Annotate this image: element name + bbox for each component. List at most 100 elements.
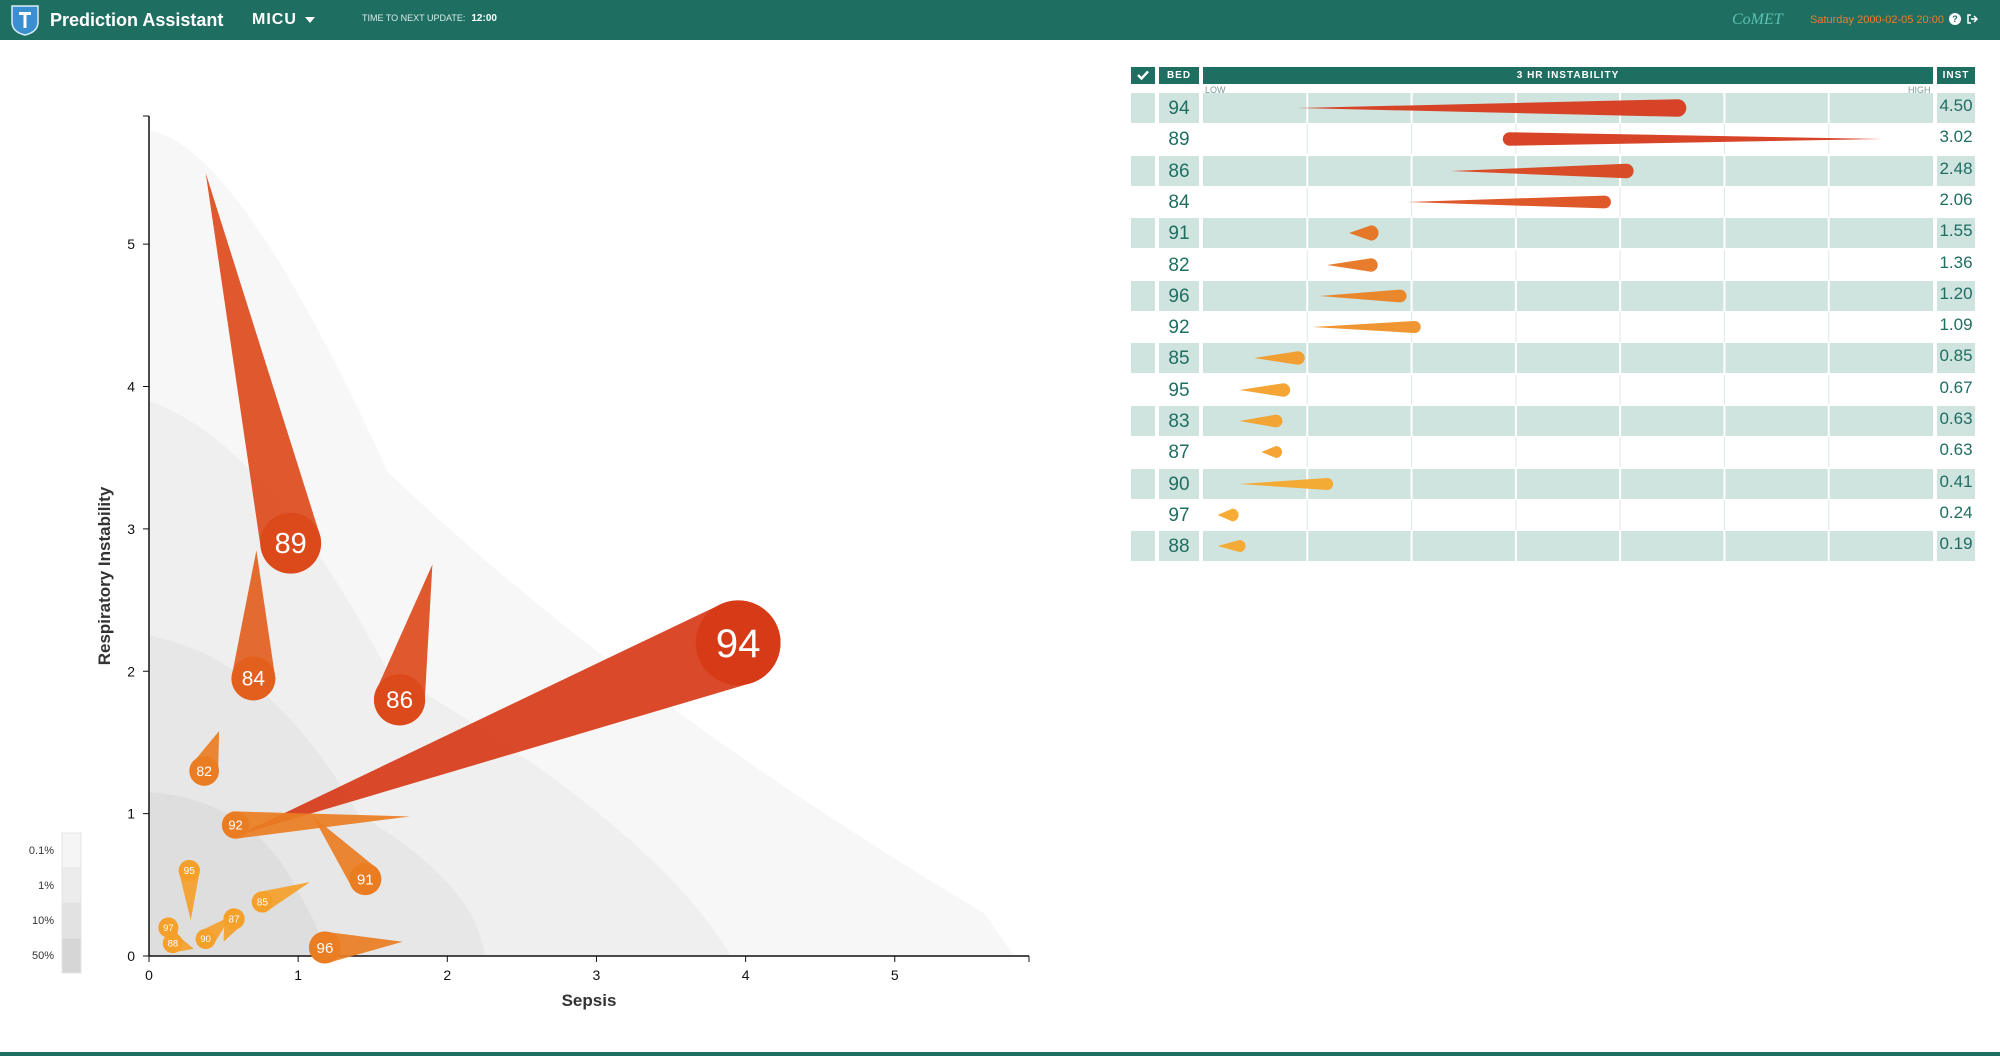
inst-value: 0.67 — [1939, 377, 1973, 397]
trail-head — [231, 656, 276, 701]
table-row[interactable]: 88 0.19 — [1131, 531, 1975, 562]
table-row[interactable]: 97 0.24 — [1131, 499, 1975, 530]
help-icon[interactable]: ? — [1949, 13, 1961, 25]
bed-number: 86 — [1159, 155, 1199, 186]
bed-trail-96[interactable]: 96 — [308, 931, 403, 964]
inst-value: 3.02 — [1939, 127, 1973, 147]
select-all-checkbox[interactable] — [1131, 67, 1155, 84]
bed-label: 86 — [386, 687, 413, 714]
inst-value: 0.24 — [1939, 502, 1973, 522]
bottom-border — [0, 1052, 2000, 1056]
table-row[interactable]: 87 0.63 — [1131, 437, 1975, 468]
table-row[interactable]: 95 0.67 — [1131, 374, 1975, 405]
bed-number: 97 — [1168, 504, 1190, 526]
table-row[interactable]: 90 0.41 — [1131, 468, 1975, 499]
bed-trail-92[interactable]: 92 — [221, 811, 411, 839]
instability-trail — [1217, 499, 1830, 530]
bed-number: 91 — [1159, 218, 1199, 249]
instability-trail — [1306, 124, 1882, 155]
row-checkbox[interactable] — [1131, 406, 1155, 436]
instability-trail — [1217, 531, 1830, 562]
bed-number: 88 — [1159, 531, 1199, 562]
instability-trail-cell — [1203, 531, 1933, 562]
table-row[interactable]: 83 0.63 — [1131, 406, 1975, 436]
table-row[interactable]: 89 3.02 — [1131, 124, 1975, 155]
row-checkbox[interactable] — [1131, 312, 1155, 342]
bed-trail-82[interactable]: 82 — [189, 731, 220, 786]
row-checkbox[interactable] — [1131, 187, 1155, 217]
row-checkbox[interactable] — [1131, 343, 1155, 374]
low-label: LOW — [1205, 85, 1226, 95]
instability-plot: 0 1 2 3 4 5 0 1 2 3 4 5 Sepsis Respiratory Instabilit… — [29, 115, 1030, 1010]
table-row[interactable]: 82 1.36 — [1131, 249, 1975, 280]
high-label: HIGH — [1908, 85, 1931, 95]
chevron-down-icon — [304, 16, 315, 23]
inst-value: 1.55 — [1937, 218, 1975, 249]
row-checkbox[interactable] — [1131, 500, 1155, 530]
table-row[interactable]: 94 4.50 — [1131, 93, 1975, 123]
table-row[interactable]: 85 0.85 — [1131, 343, 1975, 374]
instability-trail-cell — [1203, 186, 1933, 217]
logout-icon[interactable] — [1966, 13, 1978, 25]
row-checkbox[interactable] — [1131, 375, 1155, 405]
bed-trail-89[interactable]: 89 — [205, 172, 322, 574]
bed-trail-84[interactable]: 84 — [231, 550, 276, 701]
trail-shape — [1261, 446, 1282, 459]
trail-head — [373, 674, 426, 726]
trail-head — [178, 859, 200, 882]
bed-trail-86[interactable]: 86 — [373, 564, 433, 726]
row-checkbox[interactable] — [1131, 218, 1155, 249]
trail-head — [349, 863, 382, 896]
row-checkbox[interactable] — [1131, 93, 1155, 123]
row-checkbox[interactable] — [1131, 531, 1155, 562]
trail-shape — [1407, 195, 1611, 209]
bed-label: 90 — [200, 934, 211, 945]
bed-trail-85[interactable]: 85 — [251, 881, 311, 913]
x-tick-label: 3 — [593, 967, 601, 983]
row-checkbox[interactable] — [1131, 155, 1155, 186]
bed-number: 85 — [1159, 343, 1199, 374]
bed-label: 82 — [196, 763, 212, 779]
bed-trail-90[interactable]: 90 — [195, 916, 232, 949]
table-row[interactable]: 92 1.09 — [1131, 312, 1975, 343]
bed-label: 88 — [168, 939, 179, 950]
bed-trail-88[interactable]: 88 — [162, 933, 194, 954]
x-tick-label: 1 — [294, 967, 302, 983]
instability-trail-cell — [1203, 312, 1933, 343]
bed-label: 92 — [228, 818, 242, 833]
trail-head — [223, 908, 245, 930]
top-bar: Prediction Assistant MICU TIME TO NEXT U… — [0, 0, 2000, 40]
bed-number: 82 — [1168, 254, 1190, 276]
row-checkbox[interactable] — [1131, 250, 1155, 280]
table-row[interactable]: 86 2.48 — [1131, 155, 1975, 186]
table-row[interactable]: 84 2.06 — [1131, 186, 1975, 217]
instability-trail — [1239, 468, 1830, 499]
y-tick-label: 1 — [127, 806, 135, 822]
instability-trail-cell — [1203, 406, 1933, 436]
column-header-bed[interactable]: BED — [1159, 67, 1199, 84]
instability-trail-cell — [1203, 218, 1933, 249]
table-row[interactable]: 91 1.55 — [1131, 218, 1975, 249]
trail-head — [695, 600, 781, 686]
row-checkbox[interactable] — [1131, 280, 1155, 311]
table-row[interactable]: 96 1.20 — [1131, 280, 1975, 311]
row-checkbox[interactable] — [1131, 468, 1155, 499]
x-tick-label: 4 — [742, 967, 750, 983]
trail-shape — [1239, 414, 1283, 428]
trail-head — [158, 917, 179, 938]
row-checkbox[interactable] — [1131, 124, 1155, 154]
bed-trail-94[interactable]: 94 — [238, 600, 781, 835]
row-checkbox[interactable] — [1131, 437, 1155, 467]
unit-select-label: MICU — [252, 11, 297, 28]
instability-trail — [1306, 186, 1830, 217]
bed-trail-87[interactable]: 87 — [223, 908, 245, 942]
trail-shape — [1254, 351, 1305, 366]
inst-value: 0.63 — [1939, 440, 1973, 460]
bed-trail-91[interactable]: 91 — [313, 816, 382, 896]
patient-trails: 94 89 86 84 91 96 82 92 95 87 85 97 88 90 — [158, 172, 781, 964]
column-header-instability[interactable]: 3 HR INSTABILITY — [1203, 67, 1933, 84]
unit-select[interactable]: MICU — [252, 11, 315, 29]
inst-value: 0.63 — [1937, 406, 1975, 436]
column-header-inst[interactable]: INST — [1937, 67, 1975, 84]
bed-trail-95[interactable]: 95 — [178, 859, 200, 921]
